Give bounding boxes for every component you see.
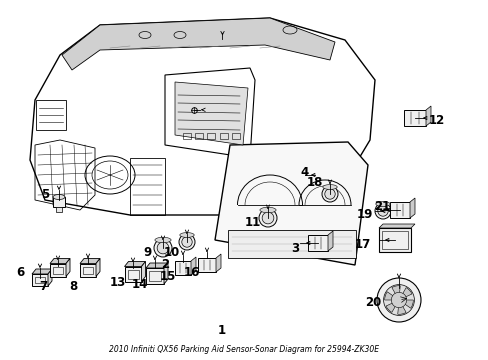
Text: 21: 21 (373, 199, 389, 212)
Text: 14: 14 (132, 279, 148, 292)
Bar (124, 266, 141, 282)
Text: 20: 20 (364, 297, 380, 310)
Bar (198, 258, 216, 272)
Bar (80, 264, 96, 276)
Ellipse shape (259, 207, 276, 213)
Text: 11: 11 (244, 216, 261, 229)
Polygon shape (327, 231, 332, 251)
Polygon shape (66, 258, 70, 276)
Bar (403, 110, 425, 126)
Text: 12: 12 (428, 114, 444, 127)
Wedge shape (391, 286, 399, 300)
Text: 3: 3 (290, 242, 299, 255)
Text: 16: 16 (183, 266, 200, 279)
Circle shape (324, 189, 334, 199)
Wedge shape (398, 288, 411, 300)
Text: 10: 10 (163, 246, 180, 258)
Text: 18: 18 (306, 176, 323, 189)
Bar (35, 277, 45, 283)
Bar (206, 133, 215, 139)
Bar (389, 202, 409, 218)
Wedge shape (398, 300, 412, 308)
Ellipse shape (155, 237, 171, 243)
Circle shape (182, 237, 192, 247)
Polygon shape (191, 257, 196, 275)
Bar (149, 271, 161, 281)
Bar (50, 264, 66, 276)
Text: 2010 Infiniti QX56 Parking Aid Sensor-Sonar Diagram for 25994-ZK30E: 2010 Infiniti QX56 Parking Aid Sensor-So… (109, 345, 378, 354)
Bar (83, 266, 93, 274)
Polygon shape (50, 258, 70, 264)
Circle shape (321, 186, 337, 202)
Bar (307, 235, 327, 251)
Bar (127, 270, 138, 279)
Polygon shape (48, 269, 52, 286)
Bar (56, 207, 62, 212)
Text: 7: 7 (39, 279, 47, 292)
Polygon shape (62, 18, 334, 70)
Circle shape (383, 285, 413, 315)
Bar (183, 133, 191, 139)
Bar (53, 197, 65, 207)
Circle shape (390, 292, 406, 308)
Bar (231, 133, 240, 139)
Bar (175, 261, 191, 275)
Polygon shape (146, 263, 168, 268)
Circle shape (376, 278, 420, 322)
Circle shape (262, 212, 273, 224)
Bar (381, 231, 407, 249)
Polygon shape (409, 198, 414, 218)
Text: 5: 5 (41, 189, 49, 202)
Circle shape (259, 209, 276, 227)
Circle shape (374, 203, 390, 219)
Text: 19: 19 (356, 207, 372, 220)
Polygon shape (425, 106, 430, 126)
Circle shape (377, 206, 387, 216)
Text: 4: 4 (300, 166, 308, 179)
Bar (227, 230, 355, 258)
Bar (32, 274, 48, 286)
Ellipse shape (180, 233, 194, 237)
Text: 9: 9 (143, 246, 152, 258)
Bar (195, 133, 203, 139)
Bar (53, 266, 63, 274)
Polygon shape (163, 263, 168, 284)
Bar (378, 228, 410, 252)
Ellipse shape (53, 194, 65, 199)
Bar (36, 100, 66, 130)
Bar (146, 268, 163, 284)
Polygon shape (175, 82, 247, 145)
Text: 15: 15 (160, 270, 176, 283)
Text: 2: 2 (161, 258, 169, 271)
Polygon shape (141, 261, 145, 282)
Polygon shape (216, 254, 221, 272)
Circle shape (157, 242, 168, 254)
Text: 17: 17 (354, 238, 370, 251)
Polygon shape (96, 258, 100, 276)
Polygon shape (80, 258, 100, 264)
Polygon shape (124, 261, 145, 266)
Polygon shape (215, 142, 367, 265)
Polygon shape (32, 269, 52, 274)
Text: 1: 1 (218, 324, 225, 337)
Ellipse shape (375, 202, 389, 206)
Wedge shape (384, 292, 398, 300)
Wedge shape (397, 300, 406, 314)
Text: 13: 13 (110, 275, 126, 288)
Bar (220, 133, 227, 139)
Wedge shape (385, 300, 398, 312)
Text: 6: 6 (16, 266, 24, 279)
Text: 8: 8 (69, 279, 77, 292)
Ellipse shape (322, 185, 337, 189)
Polygon shape (378, 224, 414, 228)
Circle shape (154, 239, 172, 257)
Circle shape (179, 234, 195, 250)
